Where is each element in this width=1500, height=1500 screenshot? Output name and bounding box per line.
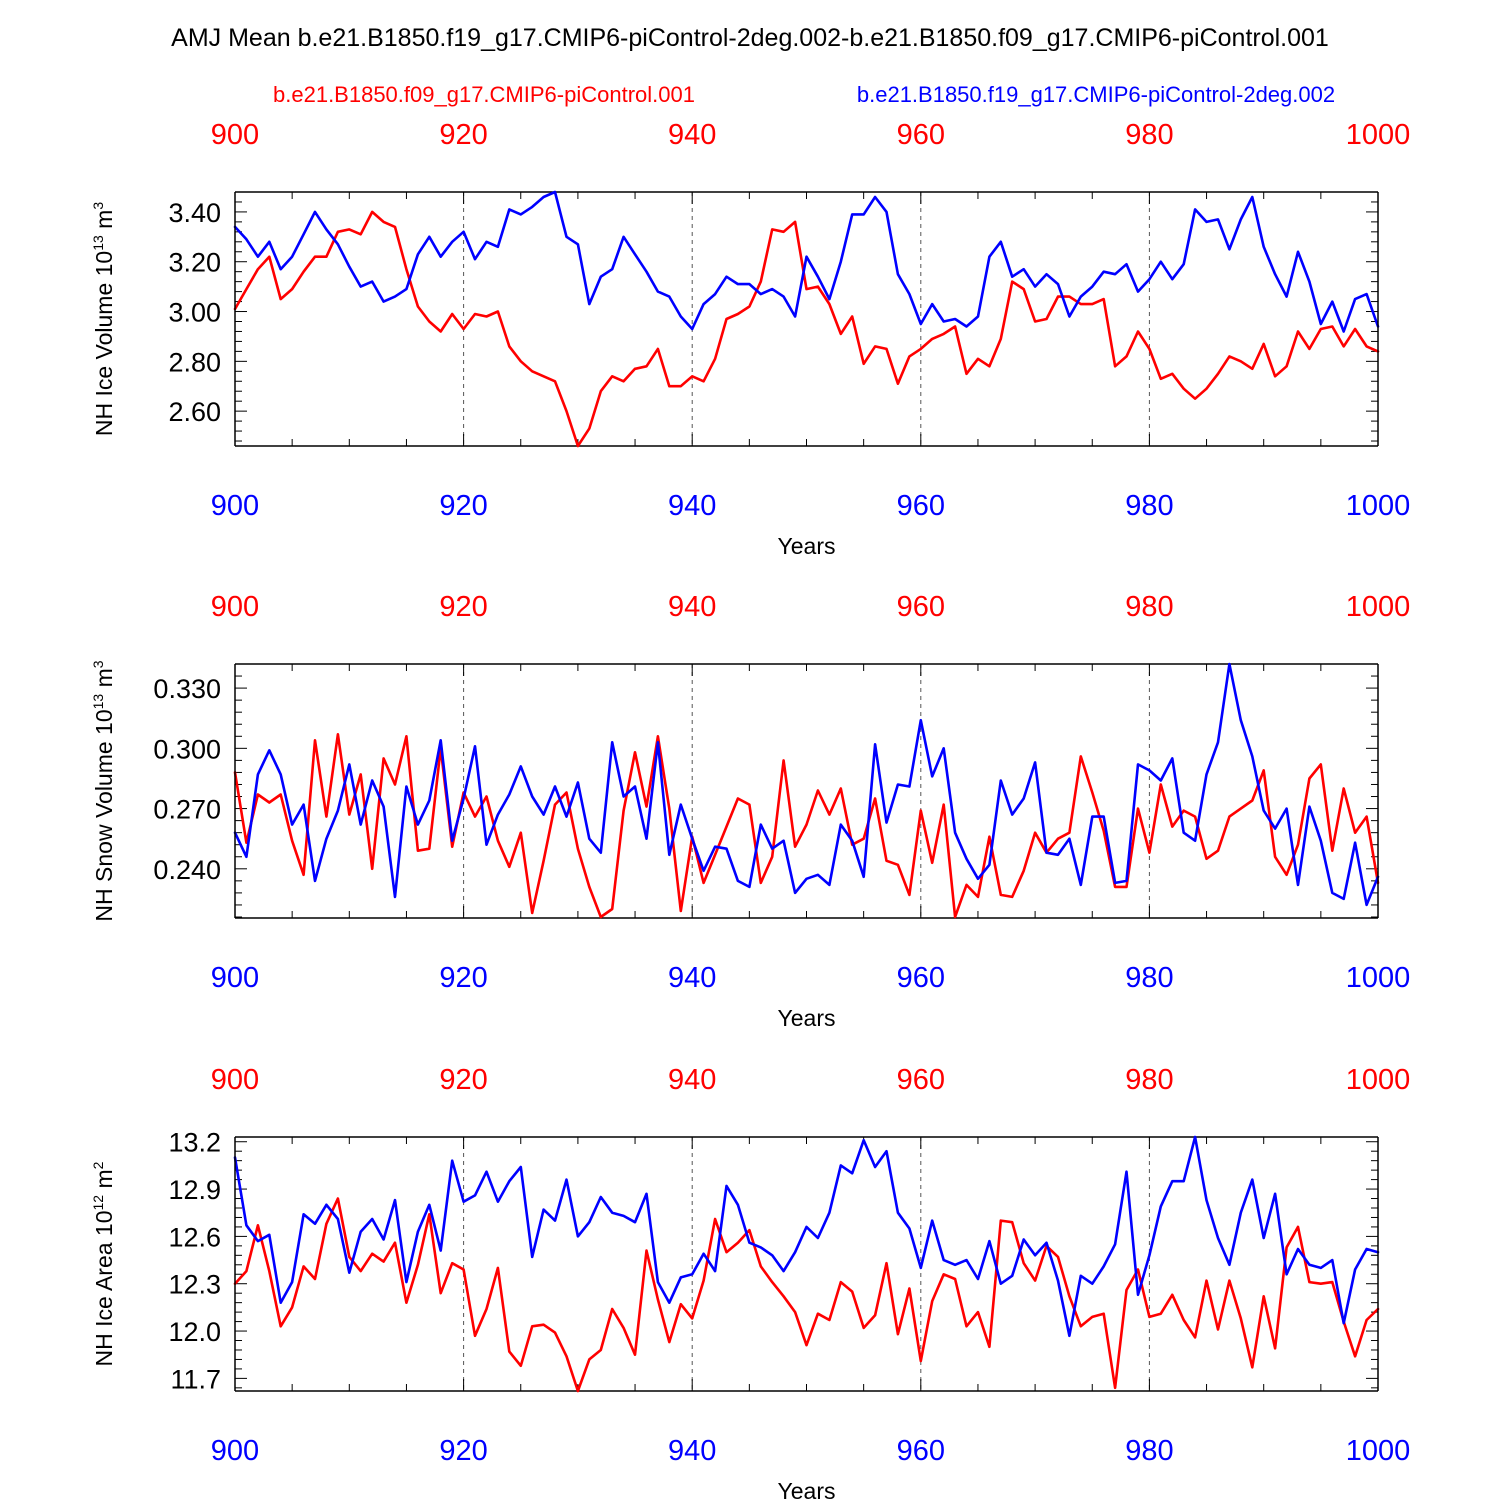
x-tick-label-top: 960 [897,1064,945,1096]
x-tick-label-bottom: 940 [668,1435,716,1467]
x-tick-label-bottom: 920 [439,1435,487,1467]
x-axis-label: Years [778,1005,836,1031]
x-tick-label-top: 960 [897,591,945,623]
series-line-red [233,1197,1380,1393]
y-axis-label-main: NH Ice Area 10 [91,1210,117,1366]
y-axis-label: NH Ice Volume 1013 m3 [90,202,117,437]
chart-panel-2: 900 900 920 920 940 940 960 960 980 980 1000 1000 Ye… [90,591,1410,1031]
y-tick-label: 12.6 [168,1222,221,1252]
x-tick-label-bottom: 940 [668,490,716,522]
x-tick-label-top: 940 [668,1064,716,1096]
x-tick-label-bottom: 920 [439,962,487,994]
x-tick-label-top: 900 [211,591,259,623]
x-tick-label-top: 980 [1125,1064,1173,1096]
x-tick-label-bottom: 920 [439,490,487,522]
x-tick-label-top: 940 [668,591,716,623]
y-axis-label-exponent: 13 [90,694,106,710]
x-tick-label-bottom: 960 [897,1435,945,1467]
panels: 900 900 920 920 940 940 960 960 980 980 1000 1000 Ye… [90,119,1410,1500]
chart-panel-3: 900 900 920 920 940 940 960 960 980 980 1000 1000 Ye… [90,1064,1410,1500]
y-axis-label-unit-exponent: 3 [90,660,106,668]
figure-title: AMJ Mean b.e21.B1850.f19_g17.CMIP6-piCon… [171,24,1329,52]
x-tick-label-bottom: 980 [1125,1435,1173,1467]
x-tick-label-top: 1000 [1346,591,1411,623]
y-axis-label-unit-exponent: 2 [90,1161,106,1169]
legend-red-label: b.e21.B1850.f09_g17.CMIP6-piControl.001 [273,82,695,107]
x-axis-label: Years [778,533,836,559]
x-tick-label-bottom: 1000 [1346,962,1411,994]
x-tick-label-top: 1000 [1346,1064,1411,1096]
y-axis-label: NH Ice Area 1012 m2 [90,1161,117,1366]
x-tick-label-bottom: 1000 [1346,1435,1411,1467]
y-axis-label-main: NH Snow Volume 10 [91,709,117,921]
y-axis-label-unit: m [91,668,117,694]
x-tick-label-bottom: 1000 [1346,490,1411,522]
y-tick-label: 3.00 [168,298,221,328]
y-axis-label-main: NH Ice Volume 10 [91,251,117,436]
y-tick-label: 3.40 [168,198,221,228]
x-tick-label-bottom: 960 [897,962,945,994]
x-tick-label-bottom: 980 [1125,490,1173,522]
y-axis-label-exponent: 13 [90,235,106,251]
x-tick-label-bottom: 900 [211,1435,259,1467]
x-tick-label-bottom: 900 [211,490,259,522]
series-line-red [233,732,1380,919]
y-axis-label-unit: m [91,210,117,236]
x-axis-label: Years [778,1478,836,1500]
series-line-blue [233,662,1380,907]
x-tick-label-top: 960 [897,119,945,151]
y-tick-label: 0.270 [153,795,221,825]
y-axis-label-unit-exponent: 3 [90,202,106,210]
x-tick-label-top: 920 [439,119,487,151]
x-tick-label-top: 900 [211,119,259,151]
y-axis-label-exponent: 12 [90,1195,106,1211]
series-line-blue [233,1135,1380,1338]
legend-blue-label: b.e21.B1850.f19_g17.CMIP6-piControl-2deg… [857,82,1335,107]
y-tick-label: 0.330 [153,674,221,704]
x-tick-label-top: 900 [211,1064,259,1096]
y-tick-label: 0.240 [153,855,221,885]
chart-panel-1: 900 900 920 920 940 940 960 960 980 980 1000 1000 Ye… [90,119,1410,559]
series-line-red [233,210,1380,448]
y-tick-label: 3.20 [168,248,221,278]
y-axis-label: NH Snow Volume 1013 m3 [90,660,117,921]
x-tick-label-top: 940 [668,119,716,151]
y-tick-label: 12.0 [168,1317,221,1347]
y-axis-label-unit: m [91,1169,117,1195]
x-tick-label-top: 920 [439,1064,487,1096]
y-tick-label: 12.3 [168,1270,221,1300]
x-tick-label-bottom: 980 [1125,962,1173,994]
y-tick-label: 11.7 [170,1364,221,1394]
series-line-blue [233,190,1380,333]
y-tick-label: 12.9 [168,1175,221,1205]
y-tick-label: 13.2 [168,1128,221,1158]
x-tick-label-top: 920 [439,591,487,623]
x-tick-label-top: 980 [1125,591,1173,623]
y-tick-label: 0.300 [153,734,221,764]
y-tick-label: 2.60 [168,397,221,427]
x-tick-label-top: 1000 [1346,119,1411,151]
x-tick-label-top: 980 [1125,119,1173,151]
x-tick-label-bottom: 960 [897,490,945,522]
y-tick-label: 2.80 [168,347,221,377]
x-tick-label-bottom: 940 [668,962,716,994]
x-tick-label-bottom: 900 [211,962,259,994]
